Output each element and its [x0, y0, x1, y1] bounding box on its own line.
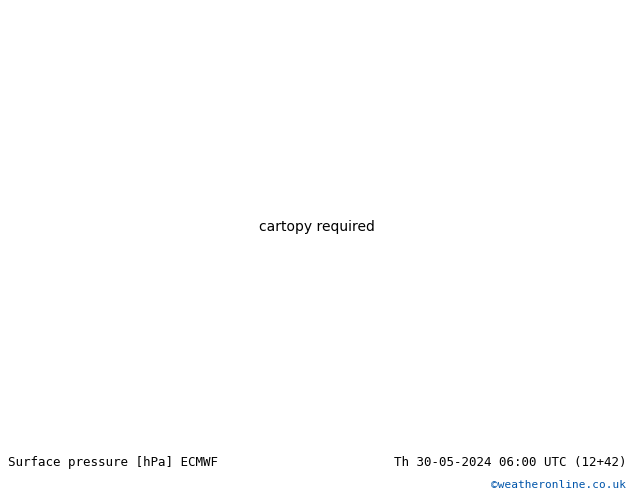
- Text: cartopy required: cartopy required: [259, 220, 375, 234]
- Text: ©weatheronline.co.uk: ©weatheronline.co.uk: [491, 480, 626, 490]
- Text: Th 30-05-2024 06:00 UTC (12+42): Th 30-05-2024 06:00 UTC (12+42): [394, 456, 626, 469]
- Text: Surface pressure [hPa] ECMWF: Surface pressure [hPa] ECMWF: [8, 456, 217, 469]
